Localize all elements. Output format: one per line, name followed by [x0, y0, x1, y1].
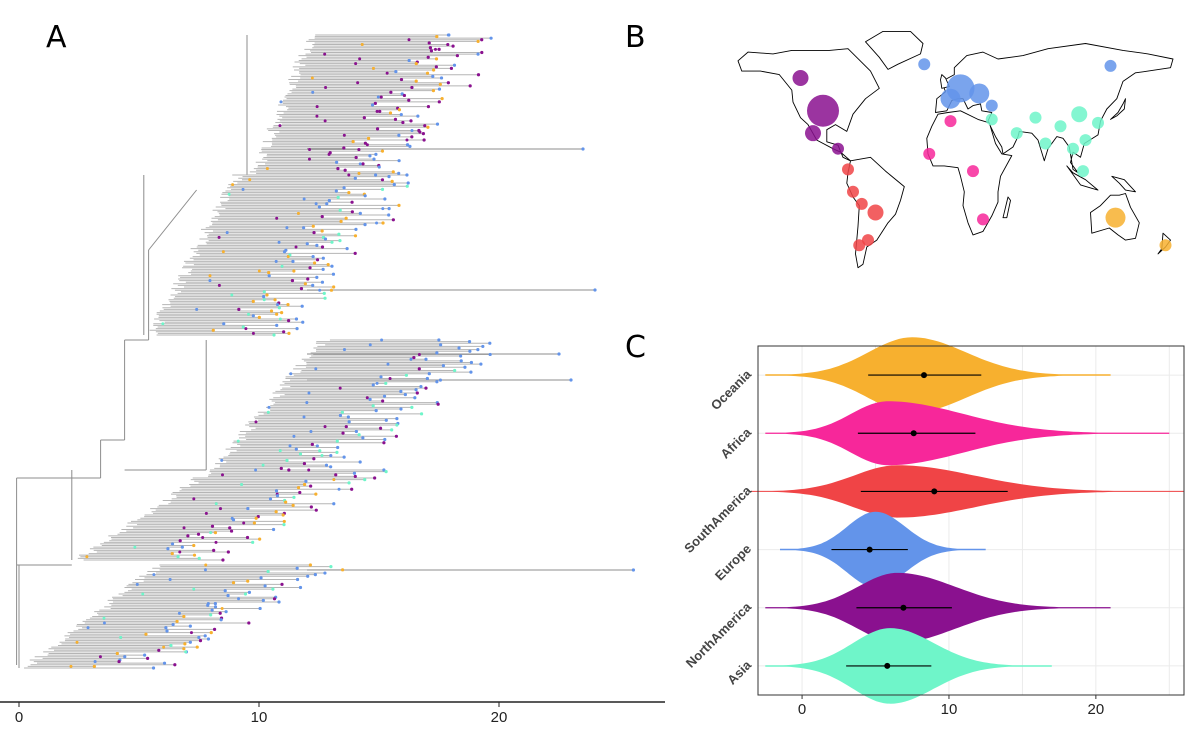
map-point-southamerica — [853, 239, 866, 252]
map-point-southamerica — [842, 163, 854, 176]
map-point-europe — [985, 99, 998, 112]
tree-x-tick-label: 10 — [251, 709, 268, 726]
map-point-asia — [1092, 116, 1104, 129]
map-point-southamerica — [847, 185, 859, 198]
landmass-eurasia — [935, 43, 1174, 174]
violin-x-tick-label: 20 — [1088, 701, 1105, 718]
landmass-madagascar — [1002, 196, 1011, 219]
map-point-asia — [985, 113, 998, 126]
panel-letter-a: A — [46, 20, 67, 55]
violin-plot-frame — [757, 345, 1185, 696]
map-point-europe — [1104, 59, 1117, 72]
landmass-greenland — [865, 30, 924, 70]
map-point-asia — [1071, 106, 1088, 123]
map-point-africa — [944, 115, 957, 128]
tree-x-ticks: 0 10 20 — [15, 702, 508, 726]
mean-point-southamerica — [931, 488, 938, 495]
tree-x-tick-label: 0 — [15, 709, 23, 726]
map-point-northamerica — [807, 94, 839, 127]
tree-x-tick-label: 20 — [491, 709, 508, 726]
map-point-northamerica — [792, 70, 809, 86]
panel-letter-c: C — [625, 330, 646, 365]
mean-point-africa — [910, 430, 917, 437]
landmass-new-guinea — [1111, 175, 1136, 193]
map-point-asia — [1067, 142, 1079, 155]
mean-point-europe — [866, 546, 873, 553]
map-point-southamerica — [862, 234, 874, 247]
map-point-northamerica — [832, 142, 844, 155]
mean-point-asia — [884, 662, 891, 669]
landmass-japan — [1110, 98, 1126, 120]
map-point-asia — [1054, 120, 1067, 133]
map-point-africa — [977, 213, 989, 226]
phylogenetic-tree-panel: 0 10 20 — [0, 33, 665, 726]
landmass-indonesia — [1066, 165, 1099, 191]
map-point-northamerica — [805, 125, 821, 142]
panel-letter-b: B — [625, 20, 646, 55]
map-points — [792, 58, 1172, 252]
map-point-oceania — [1159, 239, 1172, 252]
map-point-asia — [1079, 134, 1092, 147]
map-point-africa — [923, 147, 936, 160]
mean-point-northamerica — [900, 604, 907, 611]
category-label-europe: Europe — [712, 541, 754, 583]
violin-x-ticks: 0 10 20 — [798, 695, 1104, 718]
category-label-asia: Asia — [724, 657, 755, 688]
map-point-europe — [918, 58, 931, 71]
tree-branches — [16, 34, 634, 669]
violin-x-tick-label: 10 — [941, 701, 958, 718]
map-point-africa — [967, 165, 979, 178]
category-label-oceania: Oceania — [708, 366, 755, 413]
map-point-asia — [1029, 111, 1042, 124]
map-point-southamerica — [855, 197, 868, 210]
map-point-oceania — [1105, 207, 1126, 228]
category-label-africa: Africa — [717, 424, 754, 461]
violin-gridlines — [758, 346, 1184, 695]
map-point-southamerica — [867, 204, 884, 221]
map-point-europe — [969, 83, 990, 104]
map-point-asia — [1077, 165, 1089, 178]
mean-point-oceania — [920, 372, 927, 379]
map-point-europe — [940, 88, 961, 109]
map-point-asia — [1039, 137, 1052, 150]
violin-x-tick-label: 0 — [798, 701, 806, 718]
map-point-asia — [1010, 127, 1023, 140]
tree-tips — [69, 33, 636, 670]
